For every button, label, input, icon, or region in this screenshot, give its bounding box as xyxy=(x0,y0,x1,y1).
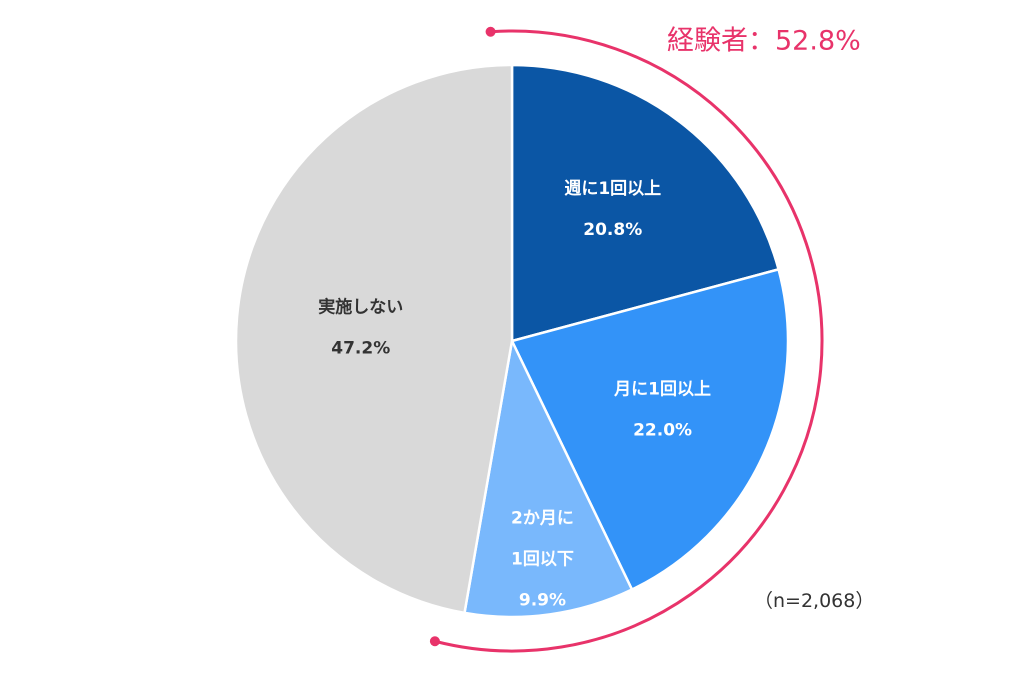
bracket-end-dot xyxy=(429,636,440,647)
pie-slice-2 xyxy=(463,339,634,619)
pie-labels: 週に1回以上 20.8% 月に1回以上 22.0% 2か月に 1回以下 9.9% 実施しない 4… xyxy=(318,179,711,611)
bracket-arc xyxy=(434,29,824,653)
bracket-start-dot xyxy=(485,26,496,37)
slice-label-0-0: 週に1回以上 xyxy=(564,179,661,199)
pie-slices xyxy=(234,63,790,619)
slice-label-3-0: 実施しない xyxy=(318,296,403,317)
slice-label-2-0: 2か月に xyxy=(511,509,574,529)
sample-size-note: （n=2,068） xyxy=(754,590,875,612)
slice-value-0: 20.8% xyxy=(583,220,642,240)
pie-slice-1 xyxy=(510,268,790,591)
experienced-bracket: 経験者：52.8% xyxy=(429,26,861,653)
slice-label-1-0: 月に1回以上 xyxy=(613,379,711,399)
slice-value-1: 22.0% xyxy=(633,420,692,440)
bracket-label: 経験者：52.8% xyxy=(667,26,861,57)
slice-label-2-1: 1回以下 xyxy=(511,550,574,570)
slice-value-2: 9.9% xyxy=(519,591,566,611)
pie-slice-3 xyxy=(234,63,514,615)
pie-slice-0 xyxy=(510,63,780,343)
slice-value-3: 47.2% xyxy=(331,338,390,358)
